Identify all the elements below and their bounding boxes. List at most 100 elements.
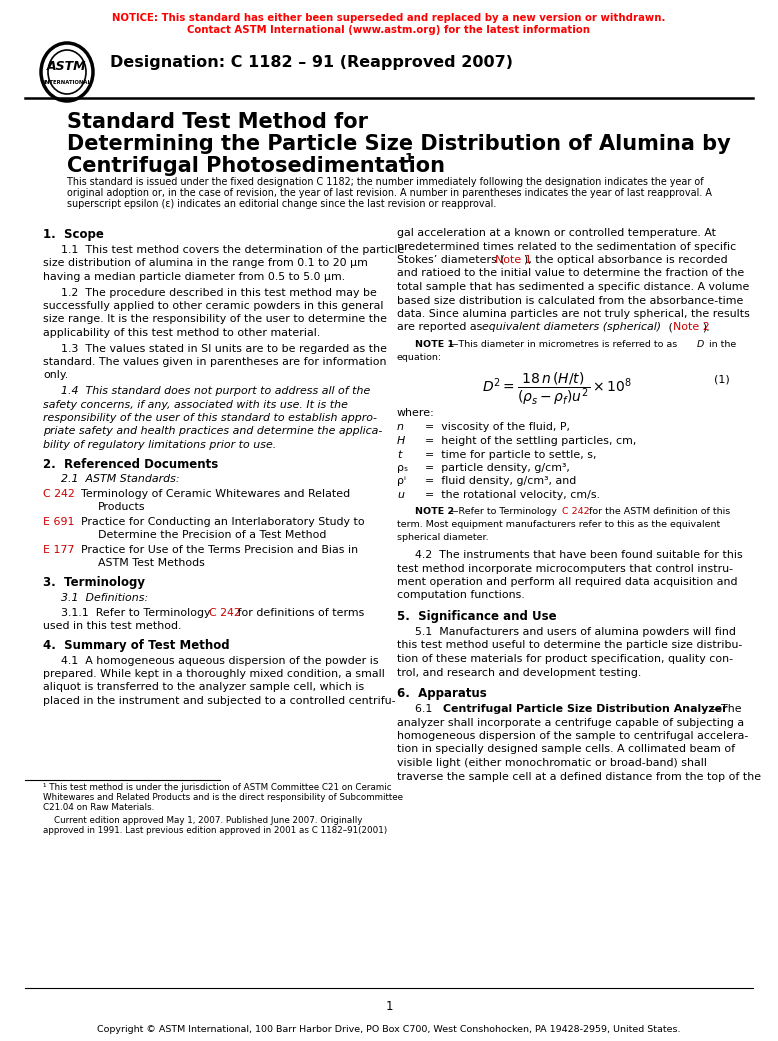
Text: 3.1.1  Refer to Terminology: 3.1.1 Refer to Terminology [61,608,214,617]
Text: aliquot is transferred to the analyzer sample cell, which is: aliquot is transferred to the analyzer s… [43,683,364,692]
Text: Current edition approved May 1, 2007. Published June 2007. Originally: Current edition approved May 1, 2007. Pu… [43,816,363,826]
Text: total sample that has sedimented a specific distance. A volume: total sample that has sedimented a speci… [397,282,749,291]
Text: only.: only. [43,371,68,381]
Text: C 242: C 242 [209,608,240,617]
Text: are reported as: are reported as [397,323,486,332]
Text: 1.4  This standard does not purport to address all of the: 1.4 This standard does not purport to ad… [61,386,370,396]
Text: tion in specially designed sample cells. A collimated beam of: tion in specially designed sample cells.… [397,744,735,755]
Text: 4.1  A homogeneous aqueous dispersion of the powder is: 4.1 A homogeneous aqueous dispersion of … [61,656,379,665]
Text: based size distribution is calculated from the absorbance-time: based size distribution is calculated fr… [397,296,743,305]
Text: Whitewares and Related Products and is the direct responsibility of Subcommittee: Whitewares and Related Products and is t… [43,793,403,802]
Text: =  the rotational velocity, cm/s.: = the rotational velocity, cm/s. [425,490,600,500]
Text: 4.2  The instruments that have been found suitable for this: 4.2 The instruments that have been found… [415,550,743,560]
Text: term. Most equipment manufacturers refer to this as the equivalent: term. Most equipment manufacturers refer… [397,520,720,529]
Text: Contact ASTM International (www.astm.org) for the latest information: Contact ASTM International (www.astm.org… [187,25,591,35]
Text: homogeneous dispersion of the sample to centrifugal accelera-: homogeneous dispersion of the sample to … [397,731,748,741]
Text: 6.  Apparatus: 6. Apparatus [397,687,487,700]
Text: standard. The values given in parentheses are for information: standard. The values given in parenthese… [43,357,387,367]
Text: used in this test method.: used in this test method. [43,621,181,631]
Text: n: n [397,423,404,432]
Text: superscript epsilon (ε) indicates an editorial change since the last revision or: superscript epsilon (ε) indicates an edi… [67,199,496,209]
Text: Copyright © ASTM International, 100 Barr Harbor Drive, PO Box C700, West Conshoh: Copyright © ASTM International, 100 Barr… [97,1025,681,1034]
Text: ASTM Test Methods: ASTM Test Methods [98,559,205,568]
Text: Products: Products [98,503,145,512]
Text: (1): (1) [714,375,730,385]
Text: Determine the Precision of a Test Method: Determine the Precision of a Test Method [98,531,327,540]
Text: C21.04 on Raw Materials.: C21.04 on Raw Materials. [43,803,154,812]
Text: ).: ). [702,323,710,332]
Text: tion of these materials for product specification, quality con-: tion of these materials for product spec… [397,654,733,664]
Text: 3.1  Definitions:: 3.1 Definitions: [61,593,149,603]
Text: placed in the instrument and subjected to a controlled centrifu-: placed in the instrument and subjected t… [43,696,396,706]
Text: INTERNATIONAL: INTERNATIONAL [43,79,91,84]
Text: 1: 1 [405,152,414,166]
Text: Centrifugal Particle Size Distribution Analyzer: Centrifugal Particle Size Distribution A… [443,704,727,714]
Text: data. Since alumina particles are not truly spherical, the results: data. Since alumina particles are not tr… [397,309,750,319]
Text: ment operation and perform all required data acquisition and: ment operation and perform all required … [397,577,738,587]
Text: This standard is issued under the fixed designation C 1182; the number immediate: This standard is issued under the fixed … [67,177,703,187]
Text: 1.2  The procedure described in this test method may be: 1.2 The procedure described in this test… [61,287,377,298]
Text: analyzer shall incorporate a centrifuge capable of subjecting a: analyzer shall incorporate a centrifuge … [397,717,744,728]
Text: spherical diameter.: spherical diameter. [397,533,489,541]
Text: 2.1  ASTM Standards:: 2.1 ASTM Standards: [61,475,180,484]
Text: NOTICE: This standard has either been superseded and replaced by a new version o: NOTICE: This standard has either been su… [112,12,666,23]
Text: 5.1  Manufacturers and users of alumina powders will find: 5.1 Manufacturers and users of alumina p… [415,627,736,637]
Text: trol, and research and development testing.: trol, and research and development testi… [397,667,641,678]
Text: bility of regulatory limitations prior to use.: bility of regulatory limitations prior t… [43,440,276,450]
Text: predetermined times related to the sedimentation of specific: predetermined times related to the sedim… [397,242,736,252]
Text: Note 2: Note 2 [673,323,710,332]
Text: —The: —The [710,704,741,714]
Text: (: ( [665,323,673,332]
Text: computation functions.: computation functions. [397,590,524,601]
Text: equation:: equation: [397,353,442,361]
Text: size distribution of alumina in the range from 0.1 to 20 μm: size distribution of alumina in the rang… [43,258,368,269]
Text: =  particle density, g/cm³,: = particle density, g/cm³, [425,463,569,473]
Text: 1.3  The values stated in SI units are to be regarded as the: 1.3 The values stated in SI units are to… [61,344,387,354]
Text: NOTE 2: NOTE 2 [415,508,454,516]
Text: Practice for Conducting an Interlaboratory Study to: Practice for Conducting an Interlaborato… [81,517,365,527]
Text: 1.  Scope: 1. Scope [43,228,104,242]
Text: 1.1  This test method covers the determination of the particle: 1.1 This test method covers the determin… [61,245,405,255]
Text: NOTE 1: NOTE 1 [415,340,454,349]
Text: —Refer to Terminology: —Refer to Terminology [449,508,560,516]
Text: visible light (either monochromatic or broad-band) shall: visible light (either monochromatic or b… [397,758,707,768]
Text: ρⁱ: ρⁱ [397,477,406,486]
Text: 4.  Summary of Test Method: 4. Summary of Test Method [43,638,230,652]
Text: having a median particle diameter from 0.5 to 5.0 μm.: having a median particle diameter from 0… [43,272,345,282]
Text: test method incorporate microcomputers that control instru-: test method incorporate microcomputers t… [397,563,733,574]
Text: t: t [397,450,401,459]
Text: Centrifugal Photosedimentation: Centrifugal Photosedimentation [67,156,445,176]
Text: in the: in the [706,340,736,349]
Text: this test method useful to determine the particle size distribu-: this test method useful to determine the… [397,640,742,651]
Text: ρₛ: ρₛ [397,463,408,473]
Text: Note 1: Note 1 [495,255,531,265]
Text: 6.1: 6.1 [415,704,440,714]
Text: equivalent diameters (spherical): equivalent diameters (spherical) [482,323,661,332]
Text: E 691: E 691 [43,517,75,527]
Text: original adoption or, in the case of revision, the year of last revision. A numb: original adoption or, in the case of rev… [67,188,712,198]
Text: prepared. While kept in a thoroughly mixed condition, a small: prepared. While kept in a thoroughly mix… [43,669,385,679]
Text: traverse the sample cell at a defined distance from the top of the: traverse the sample cell at a defined di… [397,771,761,782]
Text: size range. It is the responsibility of the user to determine the: size range. It is the responsibility of … [43,314,387,325]
Text: ASTM: ASTM [47,59,87,73]
Text: successfully applied to other ceramic powders in this general: successfully applied to other ceramic po… [43,301,384,311]
Text: =  height of the settling particles, cm,: = height of the settling particles, cm, [425,436,636,446]
Text: u: u [397,490,404,500]
Text: responsibility of the user of this standard to establish appro-: responsibility of the user of this stand… [43,413,377,423]
Text: Stokes’ diameters (: Stokes’ diameters ( [397,255,505,265]
Text: safety concerns, if any, associated with its use. It is the: safety concerns, if any, associated with… [43,400,348,409]
Text: =  time for particle to settle, s,: = time for particle to settle, s, [425,450,597,459]
Text: 2.  Referenced Documents: 2. Referenced Documents [43,457,219,471]
Text: for definitions of terms: for definitions of terms [234,608,364,617]
Text: Practice for Use of the Terms Precision and Bias in: Practice for Use of the Terms Precision … [81,545,358,555]
Text: applicability of this test method to other material.: applicability of this test method to oth… [43,328,321,338]
Text: =  viscosity of the fluid, P,: = viscosity of the fluid, P, [425,423,570,432]
Text: 3.  Terminology: 3. Terminology [43,576,145,589]
Text: Standard Test Method for: Standard Test Method for [67,112,368,132]
Text: for the ASTM definition of this: for the ASTM definition of this [586,508,731,516]
Text: C 242: C 242 [43,489,75,499]
Text: Terminology of Ceramic Whitewares and Related: Terminology of Ceramic Whitewares and Re… [81,489,350,499]
Text: 1: 1 [385,1000,393,1013]
Text: ¹ This test method is under the jurisdiction of ASTM Committee C21 on Ceramic: ¹ This test method is under the jurisdic… [43,783,391,792]
Text: approved in 1991. Last previous edition approved in 2001 as C 1182–91(2001): approved in 1991. Last previous edition … [43,826,387,835]
